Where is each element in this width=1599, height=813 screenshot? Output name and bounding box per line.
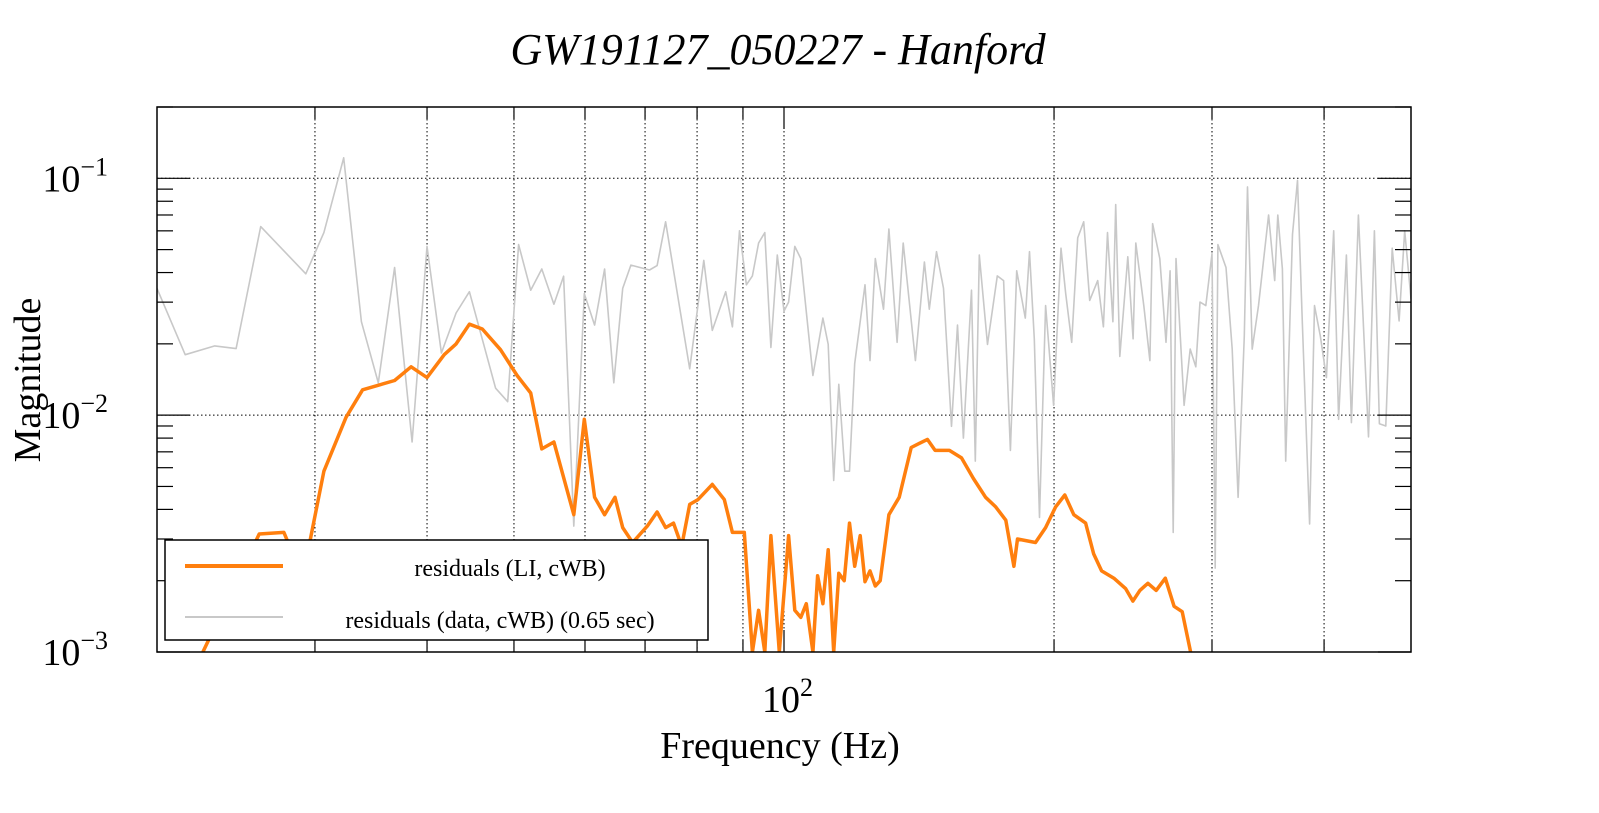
x-tick-label: 102 (762, 673, 813, 721)
y-tick-label: 10−1 (42, 152, 108, 200)
legend-label-li: residuals (LI, cWB) (414, 556, 605, 582)
y-tick-exponent: −3 (80, 626, 108, 655)
y-tick-exponent: −1 (80, 152, 108, 181)
series-line-li-cwb (201, 322, 1193, 652)
series-lines (157, 157, 1411, 652)
chart-title: GW191127_050227 - Hanford (510, 25, 1046, 74)
y-tick-label: 10−3 (42, 626, 108, 674)
series-line-data-cwb (157, 157, 1411, 569)
x-tick-exponent: 2 (800, 673, 813, 702)
ticks (157, 106, 1411, 653)
legend-label-data: residuals (data, cWB) (0.65 sec) (345, 608, 654, 634)
legend-box (164, 539, 709, 641)
y-axis-label: Magnitude (7, 298, 49, 463)
y-tick-exponent: −2 (80, 389, 108, 418)
y-tick-label: 10−2 (42, 389, 108, 437)
x-axis-label: Frequency (Hz) (660, 725, 900, 767)
legend: residuals (LI, cWB) residuals (data, cWB… (164, 539, 709, 641)
